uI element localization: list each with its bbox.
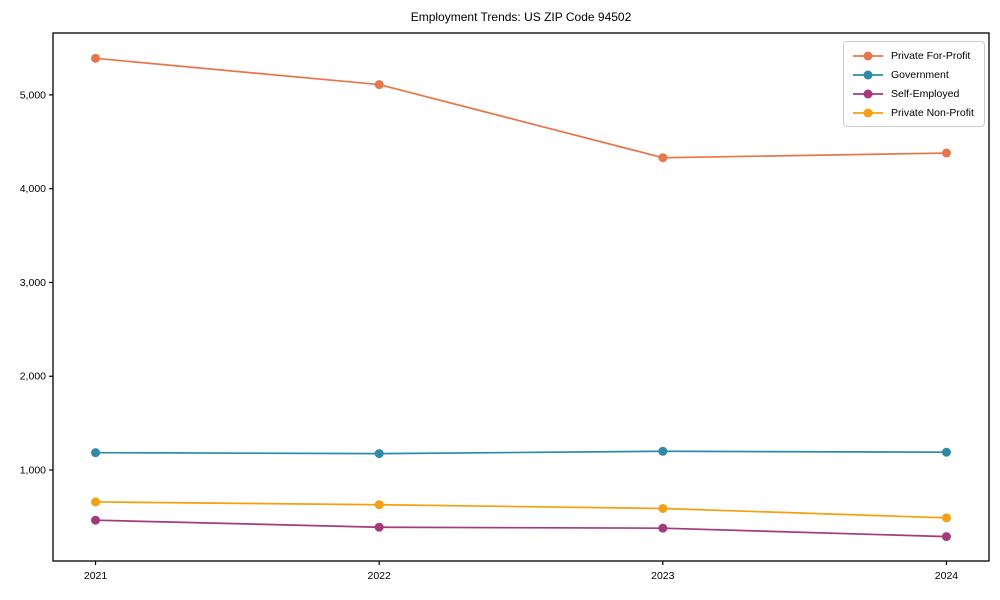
y-axis-tick-label: 5,000	[20, 89, 46, 101]
data-point-marker-government	[658, 446, 668, 456]
x-axis-tick-label: 2021	[84, 570, 108, 582]
y-axis-tick-label: 1,000	[20, 465, 46, 477]
legend-item-private-non-profit: Private Non-Profit	[852, 106, 976, 120]
y-axis-tick-label: 2,000	[20, 371, 46, 383]
data-point-marker-private-non-profit	[941, 513, 951, 523]
series-line-government	[95, 450, 947, 455]
x-axis-tick-label: 2022	[368, 570, 392, 582]
legend: Private For-Profit Government Self-Employe…	[843, 41, 985, 127]
legend-marker-icon	[853, 51, 883, 60]
chart-title: Employment Trends: US ZIP Code 94502	[410, 10, 632, 24]
legend-item-label: Private Non-Profit	[891, 106, 974, 119]
data-point-marker-self-employed	[91, 515, 101, 525]
x-axis-tick-label: 2023	[651, 570, 675, 582]
x-axis-tick-label: 2024	[935, 570, 959, 582]
legend-item-label: Government	[891, 68, 949, 81]
series-line-self-employed	[95, 519, 947, 538]
plot-frame	[52, 32, 990, 562]
legend-marker-icon	[853, 70, 883, 79]
data-point-marker-private-non-profit	[91, 497, 101, 507]
data-point-marker-private-for-profit	[941, 148, 951, 158]
series-line-private-for-profit	[95, 57, 947, 159]
data-point-marker-government	[374, 449, 384, 459]
data-point-marker-private-non-profit	[658, 503, 668, 513]
series-line-private-non-profit	[95, 501, 947, 519]
legend-item-label: Private For-Profit	[891, 49, 971, 62]
legend-item-private-for-profit: Private For-Profit	[852, 49, 976, 63]
data-point-marker-private-for-profit	[658, 153, 668, 163]
data-point-marker-self-employed	[658, 523, 668, 533]
legend-sample-dot	[863, 89, 873, 98]
y-axis-tick-label: 4,000	[20, 183, 46, 195]
data-point-marker-private-non-profit	[374, 500, 384, 510]
legend-item-government: Government	[852, 68, 976, 82]
legend-marker-icon	[853, 108, 883, 117]
data-point-marker-private-for-profit	[91, 53, 101, 63]
legend-sample-dot	[863, 51, 873, 60]
data-point-marker-self-employed	[941, 532, 951, 542]
legend-sample-dot	[863, 70, 873, 79]
data-point-marker-government	[941, 447, 951, 457]
data-point-marker-government	[91, 448, 101, 458]
data-point-marker-self-employed	[374, 522, 384, 532]
data-point-marker-private-for-profit	[374, 80, 384, 90]
legend-item-self-employed: Self-Employed	[852, 87, 976, 101]
legend-marker-icon	[853, 89, 883, 98]
y-axis-tick-label: 3,000	[20, 277, 46, 289]
legend-sample-dot	[863, 108, 873, 117]
legend-item-label: Self-Employed	[891, 87, 960, 100]
